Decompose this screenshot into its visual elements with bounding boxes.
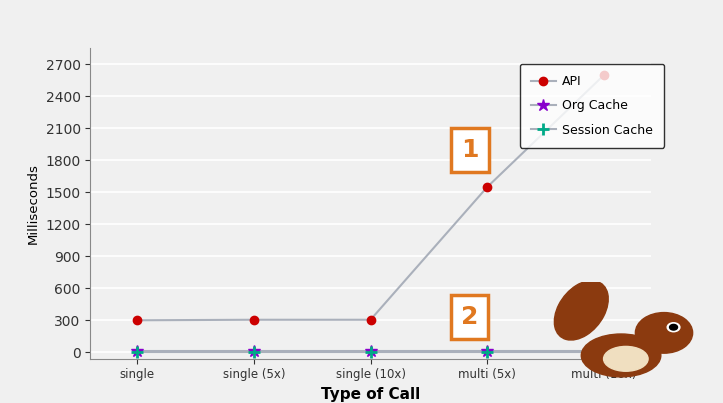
X-axis label: Type of Call: Type of Call bbox=[321, 387, 420, 402]
Circle shape bbox=[667, 323, 680, 332]
Text: 2: 2 bbox=[461, 305, 479, 328]
Ellipse shape bbox=[555, 280, 608, 340]
Ellipse shape bbox=[581, 334, 661, 377]
Ellipse shape bbox=[604, 347, 648, 371]
Circle shape bbox=[636, 313, 693, 353]
Y-axis label: Milliseconds: Milliseconds bbox=[27, 163, 40, 244]
Circle shape bbox=[669, 324, 677, 330]
Legend: API, Org Cache, Session Cache: API, Org Cache, Session Cache bbox=[520, 64, 664, 148]
Text: 1: 1 bbox=[461, 138, 479, 162]
